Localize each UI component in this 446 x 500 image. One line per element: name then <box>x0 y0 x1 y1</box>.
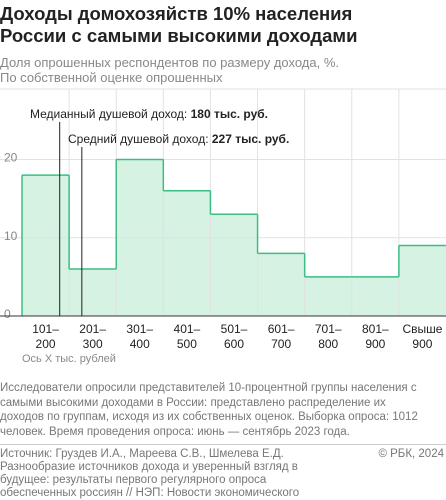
x-tick-label: 101–200 <box>32 322 59 351</box>
chart-title: Доходы домохозяйств 10% населения России… <box>0 3 358 46</box>
y-tick-label: 0 <box>4 307 11 321</box>
bar <box>351 276 399 316</box>
x-tick-label: Свыше 900 <box>402 322 443 351</box>
x-tick-label: 201–300 <box>79 322 106 351</box>
bar <box>398 245 446 316</box>
separator <box>0 444 446 445</box>
x-tick-label: 701–800 <box>314 322 342 351</box>
x-tick-label: 401–500 <box>173 322 201 351</box>
y-tick-label: 20 <box>4 151 18 165</box>
footnote: Исследователи опросили представителей 10… <box>0 382 418 438</box>
annotation: Средний душевой доход: 227 тыс. руб. <box>68 132 289 146</box>
annotation-value: 227 тыс. руб. <box>212 132 289 146</box>
bar <box>22 175 70 316</box>
x-tick-label: 801–900 <box>361 322 389 351</box>
annotation: Медианный душевой доход: 180 тыс. руб. <box>30 107 268 121</box>
annotation-label: Средний душевой доход: <box>68 132 209 146</box>
annotation-value: 180 тыс. руб. <box>191 107 268 121</box>
x-tick-label: 501–600 <box>220 322 248 351</box>
subtitle: По собственной оценке опрошенных <box>0 70 223 85</box>
subtitle: Доля опрошенных респондентов по размеру … <box>0 55 339 70</box>
x-tick-label: 301–400 <box>126 322 154 351</box>
x-tick-label: 601–700 <box>267 322 295 351</box>
copyright: © РБК, 2024 <box>378 448 444 460</box>
bar <box>69 269 117 316</box>
bar <box>304 276 352 316</box>
x-axis-label: Ось X тыс. рублей <box>22 353 116 365</box>
source: Источник: Груздев И.А., Мареева С.В., Шм… <box>0 448 300 499</box>
bar <box>210 214 258 316</box>
bar <box>163 190 211 316</box>
y-tick-label: 10 <box>4 229 18 243</box>
annotation-label: Медианный душевой доход: <box>30 107 187 121</box>
bar <box>257 253 305 316</box>
